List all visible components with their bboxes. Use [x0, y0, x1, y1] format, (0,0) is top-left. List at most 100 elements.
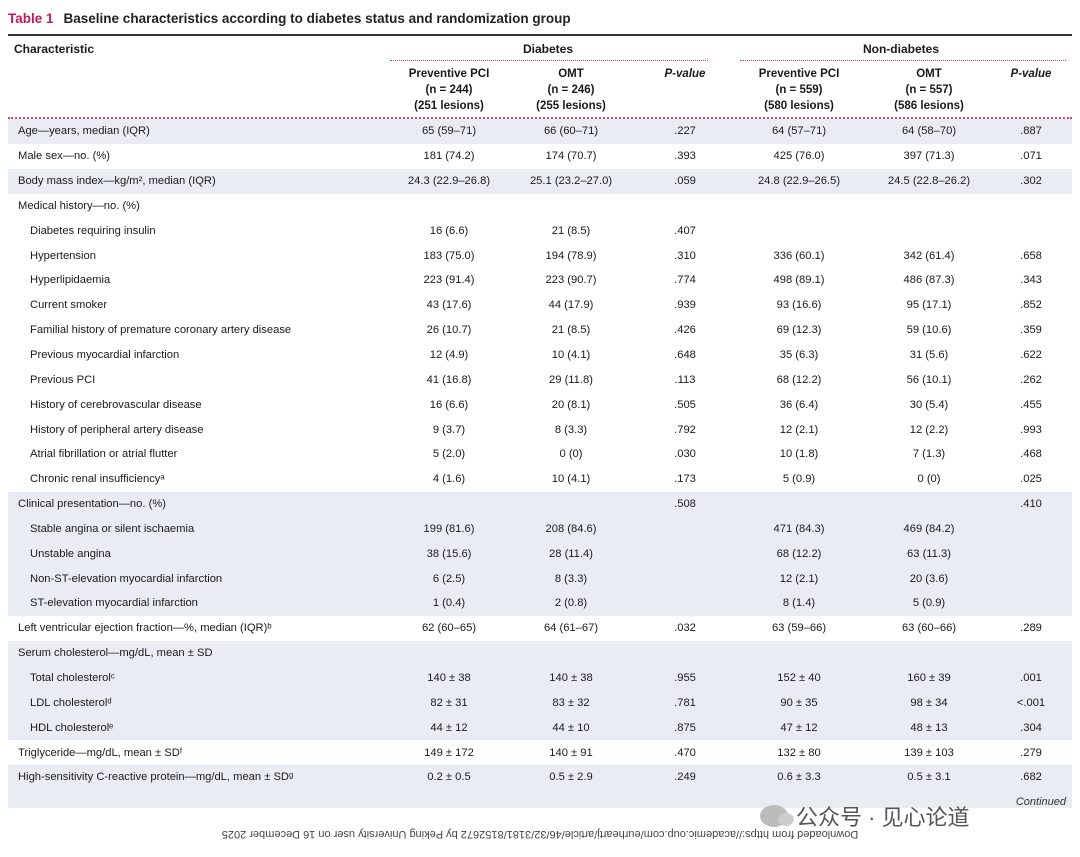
cell-col-3: .508	[674, 498, 696, 511]
row-label: Serum cholesterol—mg/dL, mean ± SD	[18, 647, 213, 660]
cell-col-3: .393	[674, 150, 696, 163]
cell-col-4: 12 (2.1)	[779, 572, 819, 585]
cell-col-6: .622	[1020, 349, 1042, 362]
table-row: Unstable angina 38 (15.6) 28 (11.4) 68 (12.…	[8, 541, 1072, 567]
cell-col-4: 68 (12.2)	[776, 373, 822, 386]
cell-col-3: .505	[674, 398, 696, 411]
watermark: 公众号 · 见心论道	[760, 800, 970, 832]
cell-col-1: 4 (1.6)	[432, 473, 466, 486]
table-row: ST-elevation myocardial infarction 1 (0.4…	[8, 591, 1072, 616]
cell-col-4: 0.6 ± 3.3	[777, 771, 821, 784]
cell-col-4: 152 ± 40	[777, 671, 821, 684]
cell-col-5: 24.5 (22.8–26.2)	[887, 175, 971, 188]
cell-col-2: 208 (84.6)	[545, 522, 597, 535]
table-footer-band	[8, 790, 1072, 808]
cell-col-6: .993	[1020, 423, 1042, 436]
cell-col-6: .359	[1020, 324, 1042, 337]
cell-col-4: 425 (76.0)	[773, 150, 825, 163]
cell-col-2: 10 (4.1)	[551, 349, 591, 362]
row-label: HDL cholesterolᵉ	[30, 721, 114, 734]
subheader-col-4: Preventive PCI (n = 559) (580 lesions)	[758, 68, 840, 112]
row-label: Total cholesterolᶜ	[30, 671, 115, 684]
cell-col-3: .032	[674, 622, 696, 635]
cell-col-6: .682	[1020, 771, 1042, 784]
table-row: HDL cholesterolᵉ 44 ± 12 44 ± 10 .875 47 ± 1…	[8, 715, 1072, 741]
cell-col-6: .887	[1020, 125, 1042, 138]
cell-col-6: .410	[1020, 498, 1042, 511]
cell-col-2: 25.1 (23.2–27.0)	[529, 175, 613, 188]
cell-col-5: 63 (11.3)	[907, 547, 951, 560]
cell-col-3: .173	[674, 473, 696, 486]
header-rule	[8, 117, 1072, 119]
wechat-icon	[760, 805, 794, 827]
cell-col-3: .059	[674, 175, 696, 188]
cell-col-1: 43 (17.6)	[426, 299, 472, 312]
cell-col-6: .455	[1020, 398, 1042, 411]
cell-col-3: .470	[674, 746, 696, 759]
row-label: High-sensitivity C-reactive protein—mg/d…	[18, 771, 294, 784]
cell-col-2: 21 (8.5)	[551, 324, 591, 337]
table-row: Total cholesterolᶜ 140 ± 38 140 ± 38 .955 15…	[8, 665, 1072, 691]
table-row: Body mass index—kg/m², median (IQR) 24.3 …	[8, 168, 1072, 194]
cell-col-5: 5 (0.9)	[912, 597, 946, 610]
table-row: Male sex—no. (%) 181 (74.2) 174 (70.7) .393…	[8, 144, 1072, 169]
table-row: High-sensitivity C-reactive protein—mg/d…	[8, 764, 1072, 790]
cell-col-1: 223 (91.4)	[423, 274, 475, 287]
cell-col-3: .781	[674, 696, 696, 709]
row-label: Triglyceride—mg/dL, mean ± SDᶠ	[18, 746, 183, 759]
row-label: Medical history—no. (%)	[18, 199, 140, 212]
cell-col-5: 95 (17.1)	[906, 299, 952, 312]
cell-col-2: 44 (17.9)	[548, 299, 594, 312]
cell-col-1: 16 (6.6)	[429, 224, 469, 237]
cell-col-2: 174 (70.7)	[545, 150, 597, 163]
cell-col-6: .302	[1020, 175, 1042, 188]
table-row: Stable angina or silent ischaemia 199 (81…	[8, 516, 1072, 542]
cell-col-5: 12 (2.2)	[909, 423, 949, 436]
cell-col-1: 1 (0.4)	[432, 597, 466, 610]
cell-col-2: 223 (90.7)	[545, 274, 597, 287]
row-label: Age—years, median (IQR)	[18, 125, 150, 138]
table-row: Previous PCI 41 (16.8) 29 (11.8) .113 68 (12…	[8, 367, 1072, 392]
cell-col-4: 47 ± 12	[780, 721, 818, 734]
cell-col-4: 69 (12.3)	[776, 324, 822, 337]
table-row: Diabetes requiring insulin 16 (6.6) 21 (8.…	[8, 218, 1072, 243]
cell-col-1: 181 (74.2)	[423, 150, 475, 163]
cell-col-2: 140 ± 38	[549, 671, 593, 684]
cell-col-1: 140 ± 38	[427, 671, 471, 684]
row-label: Previous myocardial infarction	[30, 349, 180, 362]
row-label: Male sex—no. (%)	[18, 150, 111, 163]
table-title-bar: Table 1 Baseline characteristics accordi…	[8, 6, 1072, 30]
row-label: Diabetes requiring insulin	[30, 224, 156, 237]
cell-col-5: 342 (61.4)	[903, 249, 955, 262]
cell-col-2: 0.5 ± 2.9	[549, 771, 593, 784]
cell-col-4: 12 (2.1)	[779, 423, 819, 436]
table-row: Hypertension 183 (75.0) 194 (78.9) .310 336 …	[8, 243, 1072, 268]
cell-col-6: .262	[1020, 373, 1042, 386]
group-header-diabetes: Diabetes	[522, 42, 574, 56]
cell-col-2: 66 (60–71)	[543, 125, 599, 138]
row-label: Left ventricular ejection fraction—%, me…	[18, 622, 272, 635]
cell-col-3: .648	[674, 349, 696, 362]
group-header-nondiabetes: Non-diabetes	[862, 42, 939, 56]
table-row: Clinical presentation—no. (%) .508 .410	[8, 491, 1072, 517]
cell-col-5: 59 (10.6)	[906, 324, 952, 337]
cell-col-6: .025	[1020, 473, 1042, 486]
table-row: Age—years, median (IQR) 65 (59–71) 66 (60–…	[8, 119, 1072, 144]
cell-col-1: 6 (2.5)	[432, 572, 466, 585]
row-label: Atrial fibrillation or atrial flutter	[30, 448, 178, 461]
table-row: Hyperlipidaemia 223 (91.4) 223 (90.7) .774 4…	[8, 268, 1072, 293]
cell-col-3: .792	[674, 423, 696, 436]
cell-col-3: .113	[674, 373, 696, 386]
cell-col-1: 38 (15.6)	[426, 547, 472, 560]
watermark-text: 公众号 · 见心论道	[796, 805, 970, 830]
cell-col-4: 132 ± 80	[777, 746, 821, 759]
cell-col-1: 5 (2.0)	[432, 448, 466, 461]
cell-col-6: .279	[1020, 746, 1042, 759]
cell-col-2: 20 (8.1)	[551, 398, 591, 411]
cell-col-1: 149 ± 172	[424, 746, 474, 759]
cell-col-6: .343	[1020, 274, 1042, 287]
subheader-col-3: P-value	[664, 68, 706, 80]
subheader-col-2: OMT (n = 246) (255 lesions)	[536, 68, 606, 112]
table-title: Baseline characteristics according to di…	[63, 10, 571, 26]
cell-col-5: 0 (0)	[917, 473, 941, 486]
